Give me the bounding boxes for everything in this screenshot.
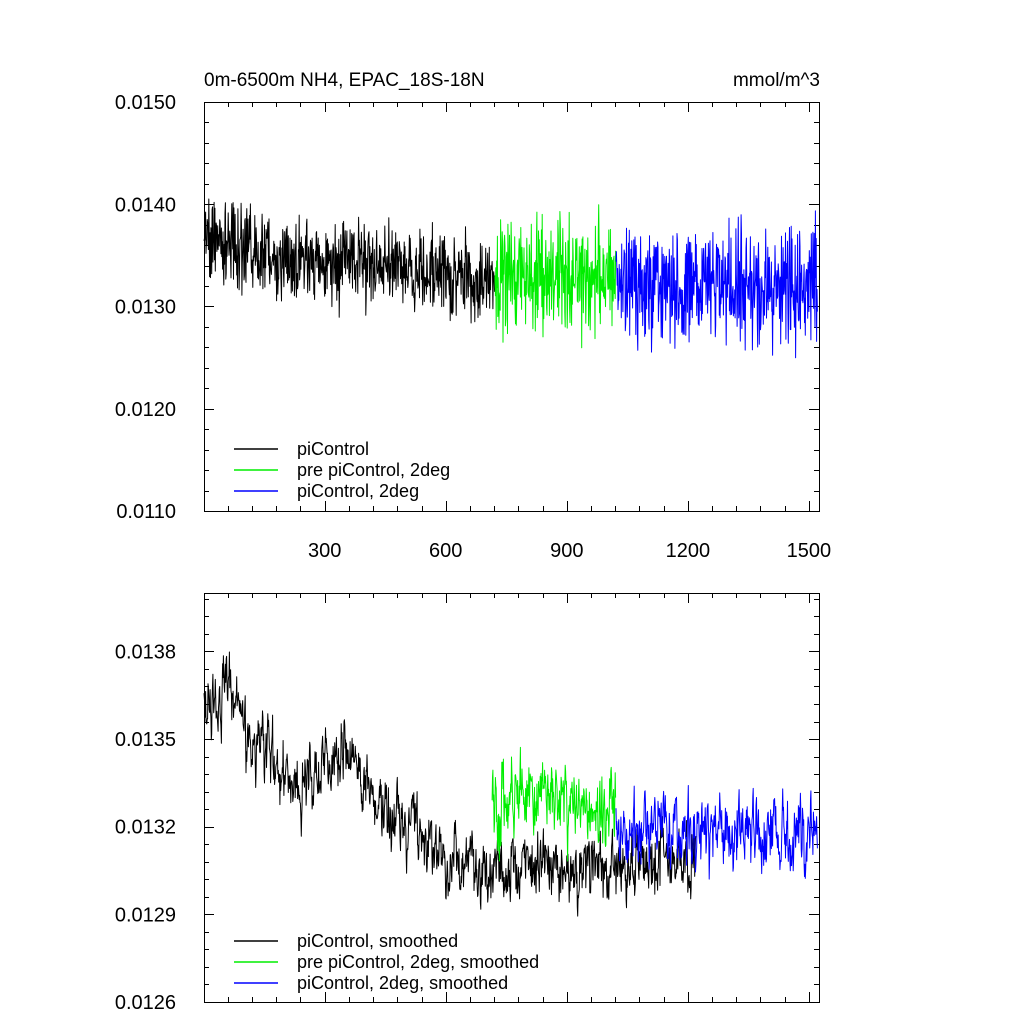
series-line-piControl bbox=[203, 198, 496, 324]
x-tick-label: 1200 bbox=[666, 540, 711, 562]
y-tick-label: 0.0140 bbox=[115, 194, 176, 216]
y-tick-label: 0.0129 bbox=[115, 904, 176, 926]
series-line-piControl_2deg bbox=[615, 210, 818, 359]
chart-title: 0m-6500m NH4, EPAC_18S-18N bbox=[204, 70, 485, 91]
y-tick-label: 0.0126 bbox=[115, 992, 176, 1014]
series-group bbox=[203, 651, 818, 917]
legend-label: piControl, 2deg, smoothed bbox=[297, 973, 508, 993]
y-tick-label: 0.0110 bbox=[116, 501, 176, 523]
x-tick-label: 300 bbox=[308, 540, 341, 562]
series-line-piControl bbox=[203, 651, 697, 917]
y-tick-label: 0.0135 bbox=[115, 729, 176, 751]
legend-label: piControl, smoothed bbox=[297, 931, 458, 951]
plot-frame bbox=[204, 593, 820, 1003]
axis-ticks: 300 600 900 1200 1500 0.0110 0.0120 0.0130 0.014… bbox=[115, 92, 831, 562]
x-tick-label: 1500 bbox=[787, 540, 832, 562]
legend-label: pre piControl, 2deg bbox=[297, 460, 450, 480]
series-line-piControl_2deg bbox=[615, 785, 818, 880]
units-label: mmol/m^3 bbox=[733, 70, 820, 91]
x-tick-label: 900 bbox=[550, 540, 583, 562]
y-tick-label: 0.0130 bbox=[115, 297, 176, 319]
y-tick-label: 0.0132 bbox=[115, 817, 176, 839]
legend-label: piControl, 2deg bbox=[297, 481, 419, 501]
y-tick-label: 0.0150 bbox=[115, 92, 176, 114]
axis-ticks: 0.0126 0.0129 0.0132 0.0135 0.0138 bbox=[115, 593, 819, 1014]
top-panel: 0m-6500m NH4, EPAC_18S-18N mmol/m^3 300 6… bbox=[115, 70, 831, 562]
series-group bbox=[203, 198, 818, 359]
legend-label: pre piControl, 2deg, smoothed bbox=[297, 952, 539, 972]
y-tick-label: 0.0120 bbox=[115, 399, 176, 421]
x-tick-label: 600 bbox=[429, 540, 462, 562]
legend-label: piControl bbox=[297, 439, 369, 459]
plot-frame bbox=[204, 102, 820, 512]
series-line-pre_piControl_2deg bbox=[491, 746, 617, 862]
series-line-pre_piControl_2deg bbox=[494, 204, 617, 349]
y-tick-label: 0.0138 bbox=[115, 641, 176, 663]
bottom-panel: 0.0126 0.0129 0.0132 0.0135 0.0138 piControl… bbox=[115, 593, 820, 1014]
